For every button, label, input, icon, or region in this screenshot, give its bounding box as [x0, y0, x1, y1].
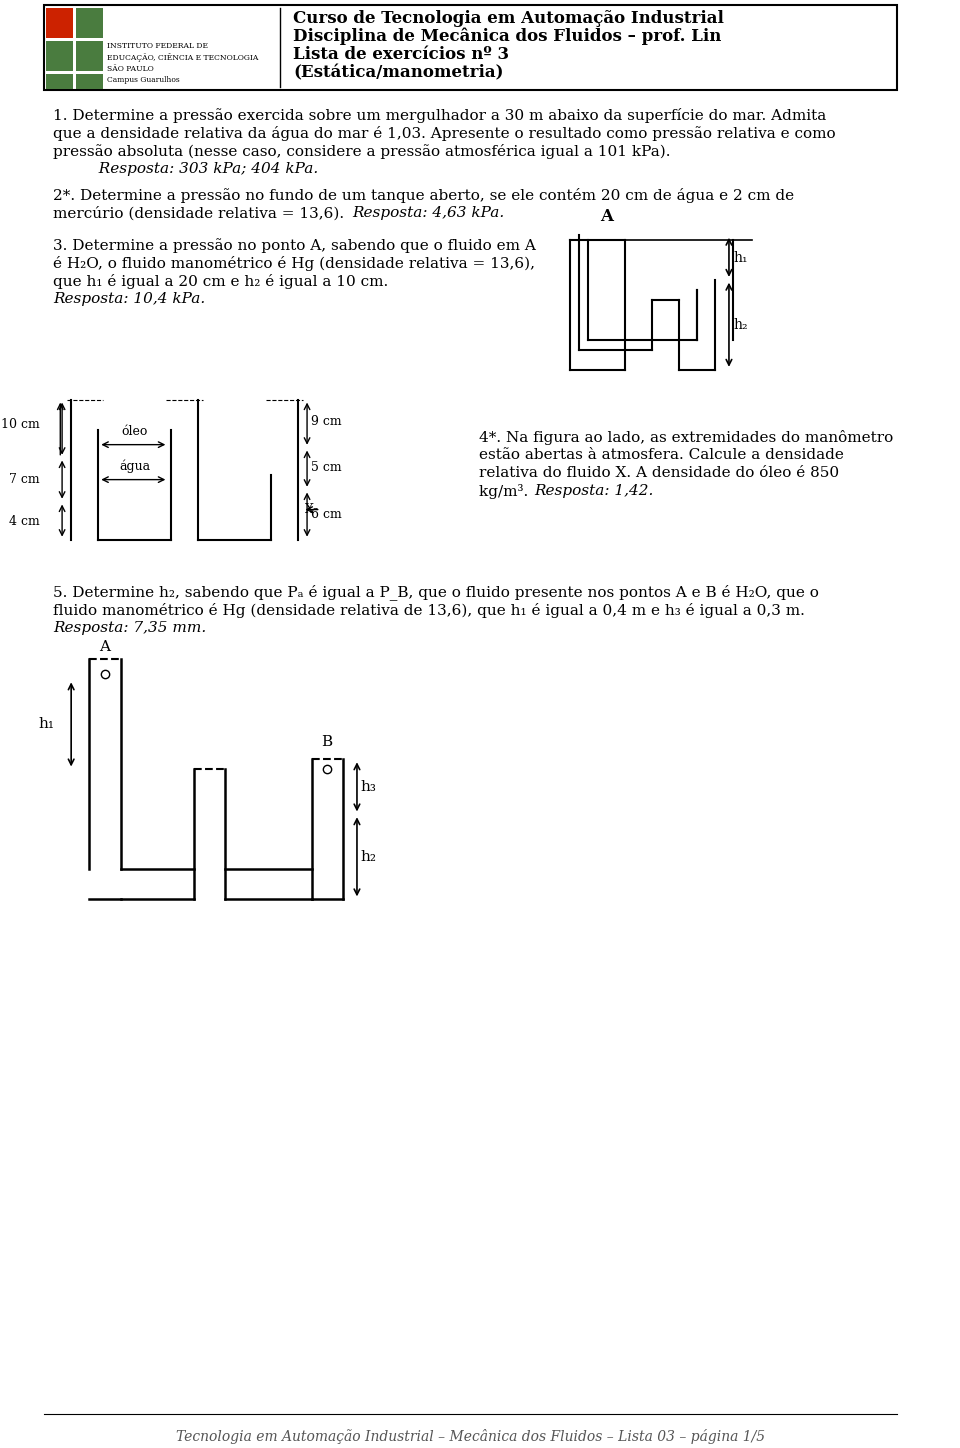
- Text: Resposta: 10,4 kPa.: Resposta: 10,4 kPa.: [53, 291, 205, 306]
- Text: kg/m³.: kg/m³.: [479, 484, 534, 498]
- Text: estão abertas à atmosfera. Calcule a densidade: estão abertas à atmosfera. Calcule a den…: [479, 447, 845, 462]
- Text: A: A: [600, 209, 613, 224]
- Text: h₁: h₁: [733, 251, 748, 265]
- Bar: [46, 41, 73, 71]
- Text: h₁: h₁: [38, 717, 55, 731]
- Text: pressão absoluta (nesse caso, considere a pressão atmosférica igual a 101 kPa).: pressão absoluta (nesse caso, considere …: [53, 143, 670, 159]
- Text: mercúrio (densidade relativa = 13,6).: mercúrio (densidade relativa = 13,6).: [53, 206, 349, 220]
- Bar: [46, 74, 73, 88]
- Text: óleo: óleo: [122, 424, 148, 437]
- Text: que a densidade relativa da água do mar é 1,03. Apresente o resultado como press: que a densidade relativa da água do mar …: [53, 126, 835, 140]
- Text: água: água: [119, 459, 150, 472]
- Bar: [46, 9, 73, 38]
- Text: 10 cm: 10 cm: [1, 418, 39, 432]
- Text: (Estática/manometria): (Estática/manometria): [294, 64, 504, 81]
- Text: B: B: [322, 736, 332, 750]
- Text: fluido manométrico é Hg (densidade relativa de 13,6), que h₁ é igual a 0,4 m e h: fluido manométrico é Hg (densidade relat…: [53, 602, 804, 617]
- Bar: [76, 9, 103, 38]
- Text: relativa do fluido X. A densidade do óleo é 850: relativa do fluido X. A densidade do óle…: [479, 466, 840, 479]
- Bar: [44, 4, 897, 90]
- Bar: [76, 74, 103, 88]
- Text: Resposta: 7,35 mm.: Resposta: 7,35 mm.: [53, 621, 206, 634]
- Text: 2*. Determine a pressão no fundo de um tanque aberto, se ele contém 20 cm de águ: 2*. Determine a pressão no fundo de um t…: [53, 188, 794, 203]
- Text: 4*. Na figura ao lado, as extremidades do manômetro: 4*. Na figura ao lado, as extremidades d…: [479, 430, 894, 445]
- Text: h₃: h₃: [361, 780, 376, 795]
- Text: Resposta: 1,42.: Resposta: 1,42.: [534, 484, 653, 498]
- Text: Resposta: 303 kPa; 404 kPa.: Resposta: 303 kPa; 404 kPa.: [53, 162, 319, 175]
- Text: Resposta: 4,63 kPa.: Resposta: 4,63 kPa.: [352, 206, 505, 220]
- Text: Disciplina de Mecânica dos Fluidos – prof. Lin: Disciplina de Mecânica dos Fluidos – pro…: [294, 28, 722, 45]
- Text: é H₂O, o fluido manométrico é Hg (densidade relativa = 13,6),: é H₂O, o fluido manométrico é Hg (densid…: [53, 256, 535, 271]
- Text: Lista de exercícios nº 3: Lista de exercícios nº 3: [294, 46, 510, 62]
- Text: 9 cm: 9 cm: [311, 416, 342, 429]
- Text: que h₁ é igual a 20 cm e h₂ é igual a 10 cm.: que h₁ é igual a 20 cm e h₂ é igual a 10…: [53, 274, 394, 288]
- Bar: [76, 41, 103, 71]
- Text: A: A: [99, 640, 110, 654]
- Text: h₂: h₂: [733, 317, 748, 332]
- Text: 7 cm: 7 cm: [9, 473, 39, 487]
- Text: INSTITUTO FEDERAL DE
EDUCAÇÃO, CIÊNCIA E TECNOLOGIA
SÃO PAULO
Campus Guarulhos: INSTITUTO FEDERAL DE EDUCAÇÃO, CIÊNCIA E…: [108, 42, 259, 84]
- Text: 3. Determine a pressão no ponto A, sabendo que o fluido em A: 3. Determine a pressão no ponto A, saben…: [53, 237, 536, 253]
- Text: h₂: h₂: [361, 850, 376, 864]
- Text: 6 cm: 6 cm: [311, 508, 342, 521]
- Text: 5. Determine h₂, sabendo que Pₐ é igual a P_B, que o fluido presente nos pontos : 5. Determine h₂, sabendo que Pₐ é igual …: [53, 585, 819, 601]
- Text: 1. Determine a pressão exercida sobre um mergulhador a 30 m abaixo da superfície: 1. Determine a pressão exercida sobre um…: [53, 109, 827, 123]
- Text: 5 cm: 5 cm: [311, 460, 342, 473]
- Text: 4 cm: 4 cm: [9, 515, 39, 529]
- Text: Curso de Tecnologia em Automação Industrial: Curso de Tecnologia em Automação Industr…: [294, 10, 725, 28]
- Text: X: X: [305, 502, 314, 515]
- Text: Tecnologia em Automação Industrial – Mecânica dos Fluidos – Lista 03 – página 1/: Tecnologia em Automação Industrial – Mec…: [176, 1429, 765, 1444]
